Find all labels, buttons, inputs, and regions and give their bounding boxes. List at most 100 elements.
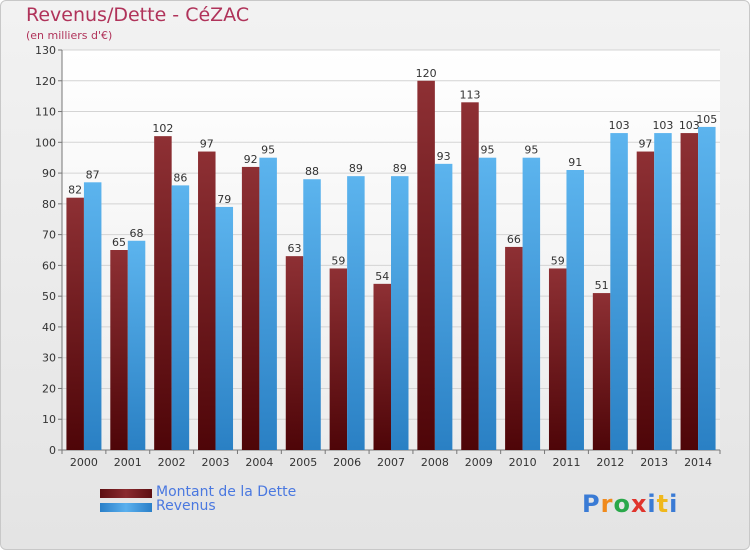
y-tick-label: 130 [35, 44, 56, 57]
data-label: 103 [609, 119, 630, 132]
data-label: 92 [244, 153, 258, 166]
data-label: 66 [507, 233, 521, 246]
data-label: 93 [437, 150, 451, 163]
data-label: 95 [261, 144, 275, 157]
bar-dette [110, 250, 128, 450]
x-tick-label: 2000 [70, 456, 98, 469]
data-label: 120 [416, 67, 437, 80]
y-tick-label: 30 [42, 352, 56, 365]
x-tick-label: 2001 [114, 456, 142, 469]
data-label: 82 [68, 184, 82, 197]
data-label: 79 [217, 193, 231, 206]
x-tick-label: 2003 [202, 456, 230, 469]
y-tick-label: 90 [42, 167, 56, 180]
x-tick-label: 2009 [465, 456, 493, 469]
bar-revenus [391, 176, 409, 450]
x-tick-label: 2008 [421, 456, 449, 469]
bar-revenus [171, 185, 190, 450]
bar-revenus [127, 240, 146, 450]
data-label: 97 [200, 138, 214, 151]
bar-dette [329, 268, 348, 450]
x-tick-label: 2007 [377, 456, 405, 469]
data-label: 88 [305, 165, 319, 178]
data-label: 86 [173, 171, 187, 184]
legend-label-dette: Montant de la Dette [156, 484, 297, 500]
bar-revenus [566, 170, 584, 450]
bar-dette [505, 246, 523, 450]
data-label: 102 [152, 122, 173, 135]
bar-dette [461, 102, 479, 451]
proxiti-logo: Proxiti [582, 490, 678, 518]
logo-letter: r [600, 490, 614, 518]
chart-title: Revenus/Dette - CéZAC [26, 4, 250, 26]
x-tick-label: 2011 [552, 456, 580, 469]
legend-swatch-dette [100, 489, 152, 498]
y-tick-label: 10 [42, 413, 56, 426]
chart-subtitle: (en milliers d'€) [26, 29, 113, 42]
bar-dette [241, 166, 260, 450]
x-tick-label: 2014 [684, 456, 712, 469]
bar-dette [680, 133, 699, 451]
y-tick-label: 110 [35, 106, 56, 119]
bar-dette [154, 136, 172, 450]
bar-revenus [347, 176, 365, 450]
logo-letter: i [647, 490, 657, 518]
data-label: 59 [551, 254, 565, 267]
y-tick-label: 120 [35, 75, 56, 88]
bar-revenus [610, 133, 628, 451]
data-label: 91 [568, 156, 582, 169]
bar-dette [548, 268, 567, 450]
data-label: 59 [331, 254, 345, 267]
bar-revenus [698, 126, 716, 450]
legend-swatch-revenus [100, 503, 152, 512]
bar-revenus [259, 157, 277, 450]
y-tick-label: 80 [42, 198, 56, 211]
logo-letter: i [669, 490, 679, 518]
x-tick-label: 2013 [640, 456, 668, 469]
y-tick-label: 0 [49, 444, 56, 457]
y-tick-label: 50 [42, 290, 56, 303]
data-label: 113 [459, 88, 480, 101]
bar-dette [373, 283, 391, 450]
data-label: 95 [524, 144, 538, 157]
bar-revenus [478, 157, 497, 450]
data-label: 63 [288, 242, 302, 255]
data-label: 103 [652, 119, 673, 132]
data-label: 89 [393, 162, 407, 175]
data-label: 103 [679, 119, 700, 132]
y-tick-label: 20 [42, 382, 56, 395]
bar-revenus [522, 157, 541, 450]
bar-dette [285, 256, 304, 450]
logo-letter: o [613, 490, 631, 518]
x-tick-label: 2006 [333, 456, 361, 469]
data-label: 65 [112, 236, 126, 249]
logo-letter: t [656, 490, 670, 518]
data-label: 51 [595, 279, 609, 292]
y-tick-label: 100 [35, 136, 56, 149]
data-label: 89 [349, 162, 363, 175]
x-tick-label: 2002 [158, 456, 186, 469]
data-label: 95 [480, 144, 494, 157]
x-tick-label: 2005 [289, 456, 317, 469]
y-tick-label: 60 [42, 259, 56, 272]
logo-letter: x [630, 490, 648, 518]
data-label: 68 [130, 227, 144, 240]
bar-revenus [215, 206, 234, 450]
x-tick-label: 2004 [245, 456, 273, 469]
bar-dette [198, 151, 216, 451]
data-label: 87 [86, 168, 100, 181]
bar-revenus [83, 182, 102, 451]
x-tick-label: 2012 [596, 456, 624, 469]
bar-dette [636, 151, 655, 451]
bar-dette [592, 293, 611, 450]
bar-revenus [654, 133, 672, 451]
data-label: 97 [638, 138, 652, 151]
y-tick-label: 70 [42, 229, 56, 242]
logo-letter: P [582, 490, 601, 518]
bar-dette [66, 197, 84, 450]
bar-dette [417, 80, 435, 451]
legend-label-revenus: Revenus [156, 498, 216, 514]
bar-revenus [434, 163, 453, 450]
data-label: 54 [375, 270, 389, 283]
